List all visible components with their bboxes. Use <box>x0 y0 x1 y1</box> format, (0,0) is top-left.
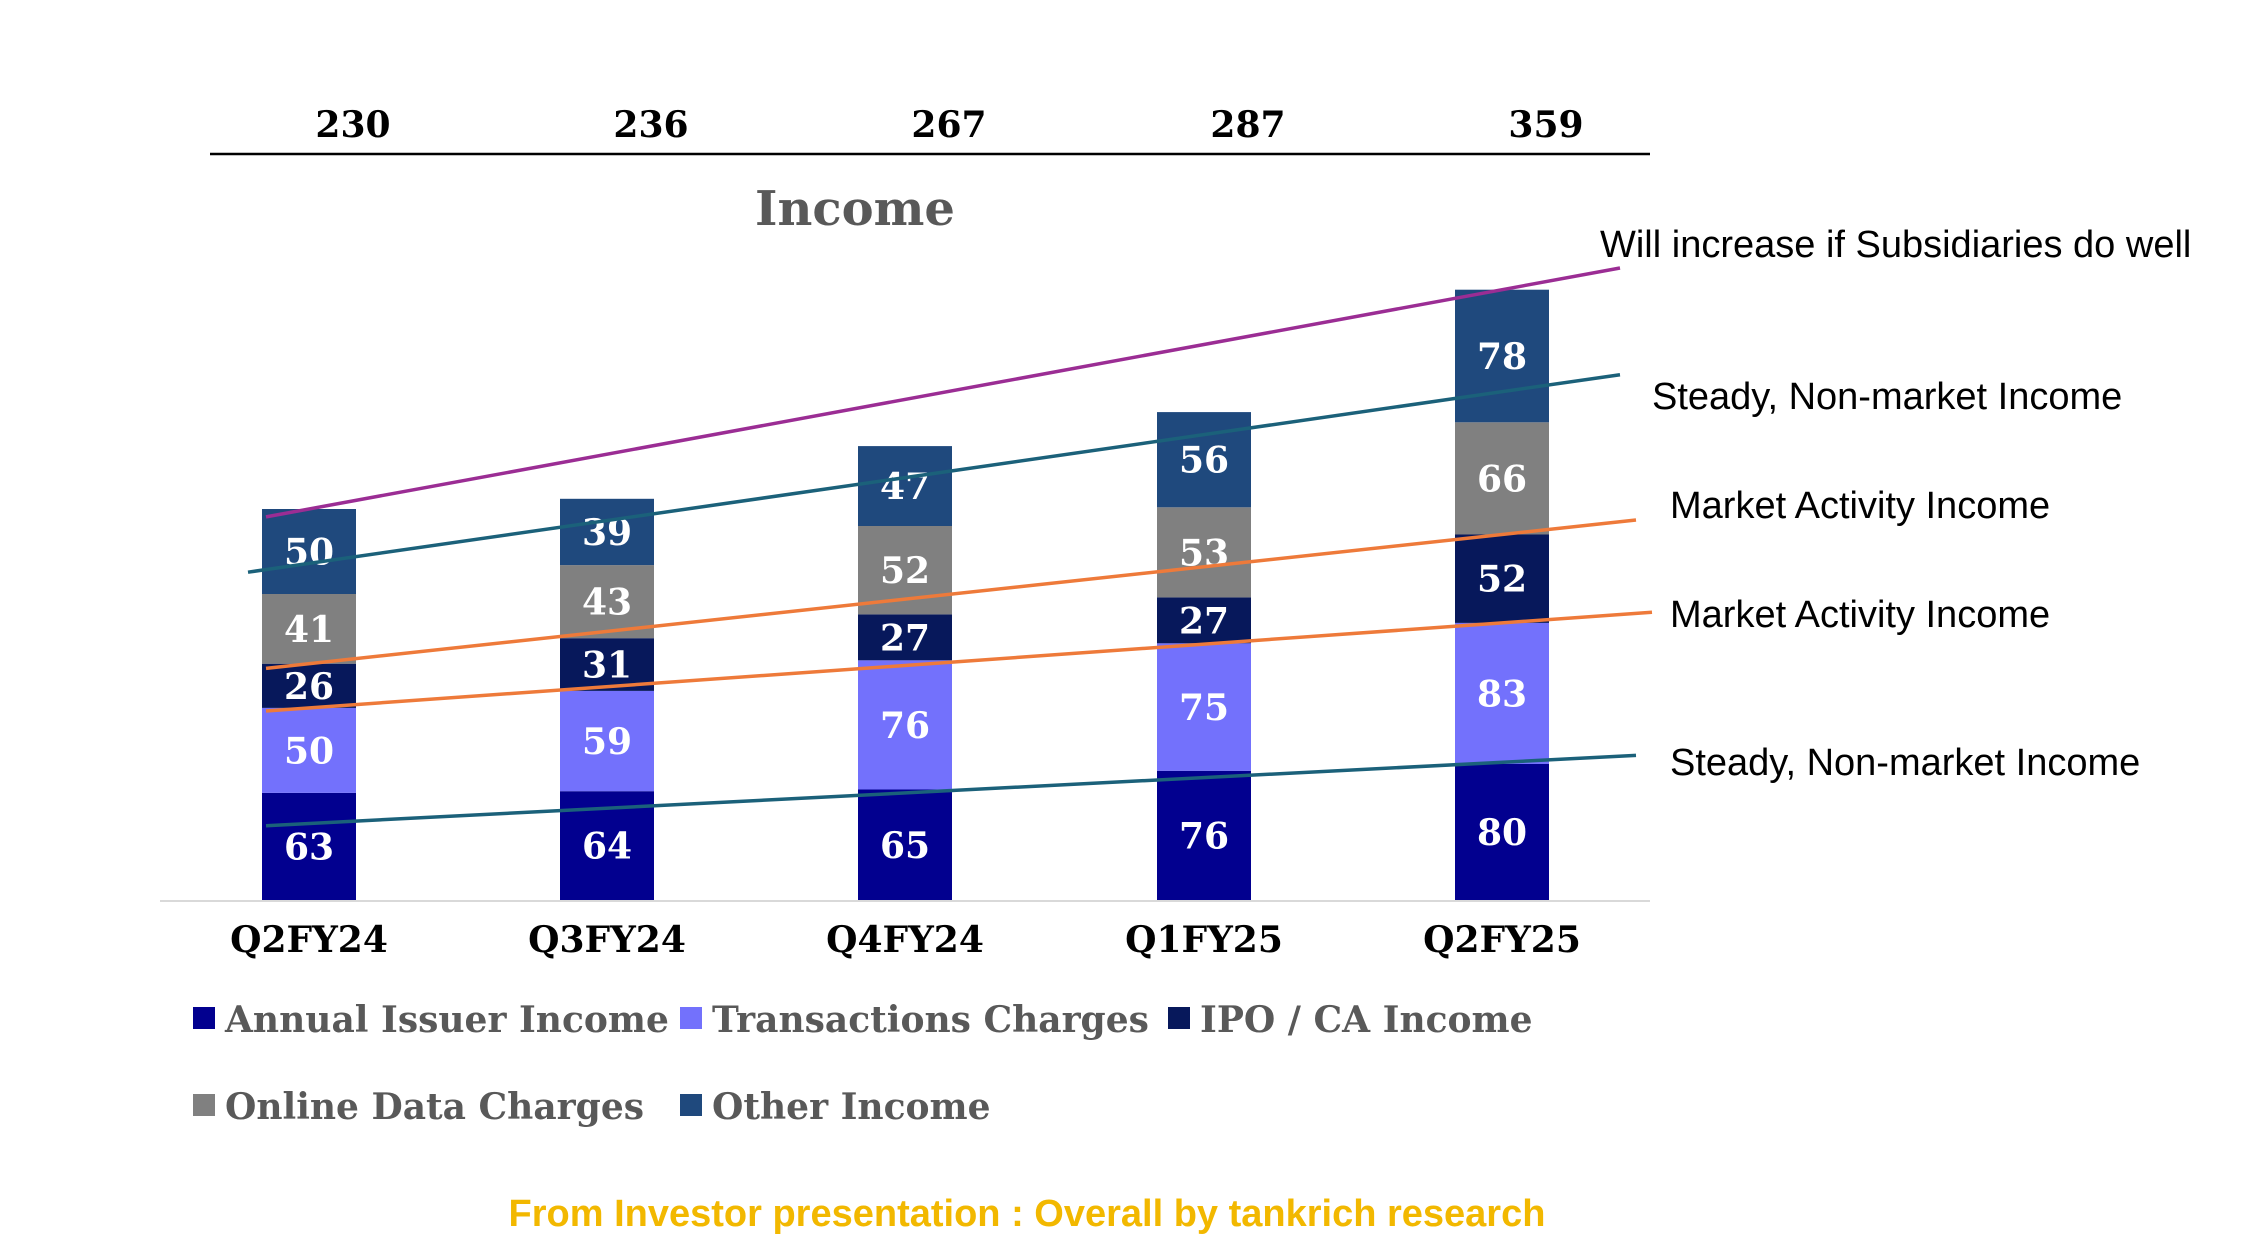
legend-swatch <box>680 1094 702 1116</box>
data-label: 66 <box>1477 458 1527 500</box>
bar-segment-ipo-ca <box>262 663 356 708</box>
data-label: 76 <box>880 705 930 747</box>
bar-segment-online-data <box>1455 422 1549 535</box>
annotation-text: Market Activity Income <box>1670 485 2050 527</box>
trend-line-steady-lower <box>265 753 1637 828</box>
data-label: 64 <box>582 826 632 868</box>
trend-line-subsidiaries <box>265 266 1621 519</box>
legend-swatch <box>193 1007 215 1029</box>
x-tick-label: Q4FY24 <box>826 919 984 961</box>
trend-line-market-upper <box>265 518 1637 671</box>
total-label: 236 <box>613 104 688 146</box>
x-tick-labels: Q2FY24 Q3FY24 Q4FY24 Q1FY25 Q2FY25 <box>230 919 1581 961</box>
caption-text: From Investor presentation : Overall by … <box>509 1193 1546 1235</box>
data-label: 80 <box>1477 812 1527 854</box>
data-label: 52 <box>1477 559 1527 601</box>
chart-title: Income <box>755 181 955 237</box>
bar-segment-online-data <box>560 565 654 639</box>
bar-segment-annual-issuer <box>858 789 952 900</box>
legend-label: Transactions Charges <box>712 999 1149 1041</box>
bar-segment-other-income <box>858 446 952 526</box>
x-tick-label: Q1FY25 <box>1125 919 1283 961</box>
bar-segment-transactions <box>262 707 356 793</box>
bar-segment-ipo-ca <box>560 638 654 691</box>
annotation-text: Will increase if Subsidiaries do well <box>1600 224 2191 266</box>
legend-label: Annual Issuer Income <box>224 999 669 1041</box>
legend-label: IPO / CA Income <box>1200 999 1533 1041</box>
x-tick-label: Q3FY24 <box>528 919 686 961</box>
total-label: 359 <box>1508 104 1583 146</box>
annotation-text: Market Activity Income <box>1670 594 2050 636</box>
data-label: 43 <box>582 582 632 624</box>
annotation-text: Steady, Non-market Income <box>1652 376 2122 418</box>
data-label: 78 <box>1477 336 1527 378</box>
segment-labels-layer: 6350264150645931433965762752477675275356… <box>284 336 1527 868</box>
legend-swatch <box>1168 1007 1190 1029</box>
bar-segment-transactions <box>1157 643 1251 771</box>
bar-segment-other-income <box>262 509 356 594</box>
annotations-layer: Will increase if Subsidiaries do well Ste… <box>1600 224 2191 784</box>
legend-swatch <box>193 1094 215 1116</box>
data-label: 75 <box>1179 687 1229 729</box>
data-label: 65 <box>880 825 930 867</box>
bar-segment-annual-issuer <box>1455 764 1549 900</box>
legend: Annual Issuer Income Transactions Charges… <box>193 999 1533 1128</box>
data-label: 27 <box>1179 600 1229 642</box>
bar-segment-online-data <box>1157 507 1251 598</box>
annotation-text: Steady, Non-market Income <box>1670 742 2140 784</box>
totals-row: 230 236 267 287 359 <box>315 104 1583 146</box>
bar-segment-transactions <box>858 660 952 790</box>
bar-segment-other-income <box>1157 412 1251 508</box>
legend-label: Other Income <box>712 1086 991 1128</box>
data-label: 26 <box>284 666 334 708</box>
bar-segment-annual-issuer <box>1157 770 1251 900</box>
data-label: 27 <box>880 617 930 659</box>
data-label: 52 <box>880 550 930 592</box>
bar-segment-other-income <box>1455 289 1549 423</box>
total-label: 267 <box>911 104 986 146</box>
bar-segment-ipo-ca <box>1157 597 1251 644</box>
data-label: 76 <box>1179 815 1229 857</box>
data-label: 83 <box>1477 673 1527 715</box>
bar-segment-online-data <box>262 594 356 664</box>
data-label: 59 <box>582 721 632 763</box>
trend-line-steady-upper <box>247 372 1621 574</box>
total-label: 287 <box>1210 104 1285 146</box>
data-label: 47 <box>880 466 930 508</box>
bar-segment-ipo-ca <box>858 614 952 661</box>
bar-segment-transactions <box>560 690 654 792</box>
trend-line-market-lower <box>265 610 1653 713</box>
bar-segment-other-income <box>560 498 654 566</box>
bar-segment-annual-issuer <box>262 792 356 900</box>
data-label: 56 <box>1179 440 1229 482</box>
data-label: 50 <box>284 730 334 772</box>
legend-label: Online Data Charges <box>225 1086 644 1128</box>
x-tick-label: Q2FY24 <box>230 919 388 961</box>
bars-layer <box>262 289 1549 900</box>
total-label: 230 <box>315 104 390 146</box>
x-tick-label: Q2FY25 <box>1423 919 1581 961</box>
data-label: 41 <box>284 609 334 651</box>
bar-segment-ipo-ca <box>1455 534 1549 623</box>
trend-lines-layer <box>247 266 1653 828</box>
legend-swatch <box>680 1007 702 1029</box>
data-label: 31 <box>582 645 632 687</box>
data-label: 63 <box>284 826 334 868</box>
bar-segment-transactions <box>1455 622 1549 764</box>
